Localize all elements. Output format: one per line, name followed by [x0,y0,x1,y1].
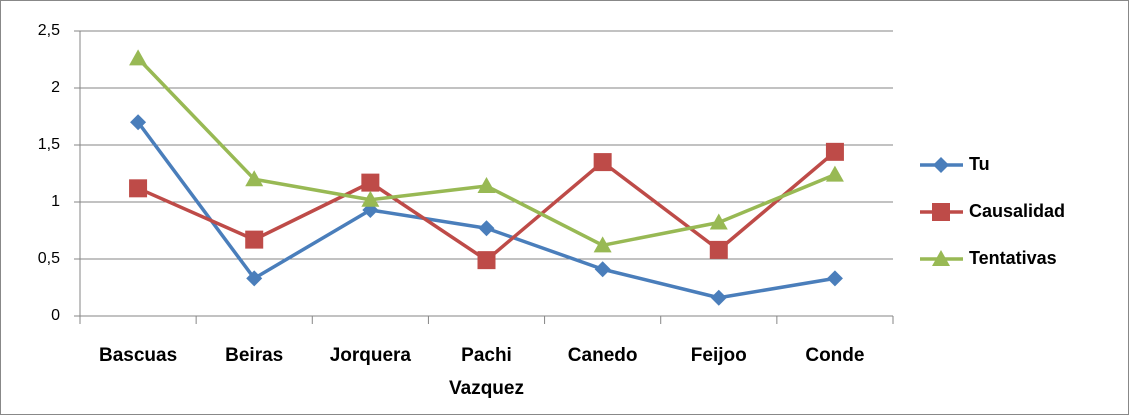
data-point [825,142,844,161]
data-point [825,165,844,182]
data-point [361,173,380,192]
data-point [709,213,728,230]
data-point [129,49,148,66]
data-point [129,179,148,198]
data-point [130,114,147,131]
legend-label: Tu [969,154,990,174]
legend-marker [932,203,950,221]
data-point [478,220,495,237]
x-tick-label: Conde [805,345,865,366]
data-point [477,251,496,270]
data-point [361,190,380,207]
y-tick-label: 2,5 [38,22,60,39]
y-tick-label: 0 [51,307,60,324]
data-point [245,170,264,187]
x-tick-label: Pachi Vazquez [449,345,524,399]
data-point [594,261,611,278]
data-point [477,177,496,194]
data-point [710,289,727,306]
x-tick-label: Feijoo [690,345,747,366]
x-tick-label: Bascuas [98,345,178,366]
y-tick-label: 1 [51,193,60,210]
y-tick-label: 1,5 [38,136,60,153]
legend-marker [932,250,950,266]
data-point [593,153,612,172]
x-tick-label: Beiras [225,345,284,366]
y-tick-label: 2 [51,79,60,96]
legend-label: Causalidad [969,201,1065,221]
legend-label: Tentativas [969,248,1057,268]
x-tick-label: Canedo [567,345,638,366]
data-point [246,270,263,287]
data-point [245,230,264,249]
x-tick-label: Jorquera [329,345,411,366]
legend-marker [933,157,949,173]
data-point [709,240,728,259]
data-point [826,270,843,287]
data-point [593,236,612,253]
y-tick-label: 0,5 [38,250,60,267]
